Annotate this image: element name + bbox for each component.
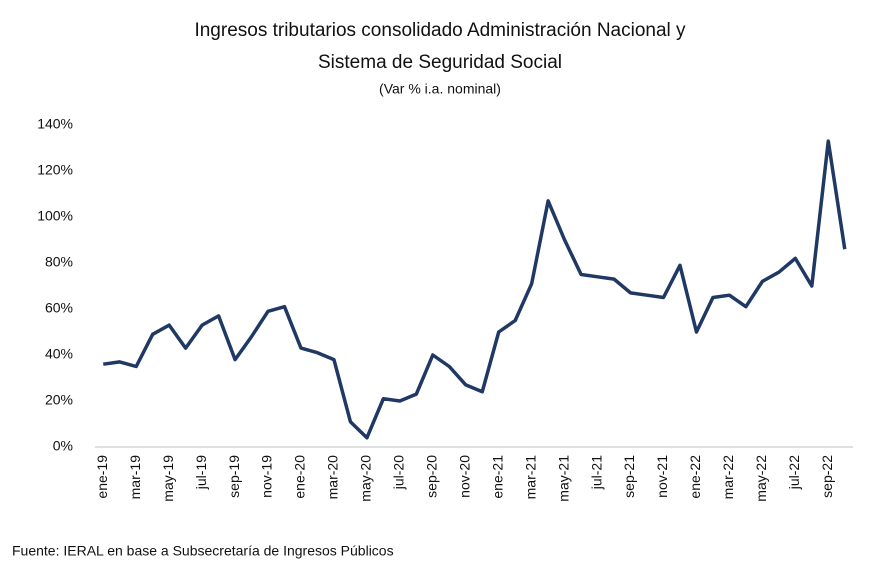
data-line [102, 139, 847, 440]
y-tick-label: 20% [45, 392, 73, 408]
x-tick-label: mar-20 [325, 455, 341, 500]
y-tick-label: 80% [45, 254, 73, 270]
y-tick-label: 0% [53, 438, 73, 454]
x-tick-label: mar-21 [522, 455, 538, 500]
x-tick-label: jul-21 [588, 455, 604, 490]
y-tick-label: 100% [37, 208, 73, 224]
x-tick-label: sep-19 [226, 455, 242, 498]
x-tick-label: jul-22 [786, 455, 802, 490]
y-tick-label: 60% [45, 300, 73, 316]
x-tick-label: mar-19 [127, 455, 143, 500]
y-tick-label: 40% [45, 346, 73, 362]
x-tick-label: may-19 [160, 455, 176, 502]
x-tick-label: mar-22 [720, 455, 736, 500]
x-tick-label: may-21 [555, 455, 571, 502]
chart-title: Sistema de Seguridad Social [318, 52, 562, 73]
x-tick-label: ene-20 [292, 455, 308, 499]
y-tick-label: 120% [37, 162, 73, 178]
x-tick-label: ene-22 [687, 455, 703, 499]
x-tick-label: sep-22 [819, 455, 835, 498]
x-tick-label: nov-20 [456, 455, 472, 498]
x-tick-label: sep-21 [621, 455, 637, 498]
x-tick-label: sep-20 [424, 455, 440, 498]
x-tick-label: ene-21 [489, 455, 505, 499]
chart-title: Ingresos tributarios consolidado Adminis… [194, 20, 686, 41]
x-tick-label: nov-21 [654, 455, 670, 498]
x-tick-label: jul-20 [391, 455, 407, 490]
source-note: Fuente: IERAL en base a Subsecretaría de… [12, 543, 394, 559]
x-tick-label: jul-19 [193, 455, 209, 490]
x-tick-label: ene-19 [94, 455, 110, 499]
chart-subtitle: (Var % i.a. nominal) [379, 81, 501, 97]
x-tick-label: may-20 [358, 455, 374, 502]
x-tick-label: may-22 [753, 455, 769, 502]
y-tick-label: 140% [37, 116, 73, 132]
x-tick-label: nov-19 [259, 455, 275, 498]
